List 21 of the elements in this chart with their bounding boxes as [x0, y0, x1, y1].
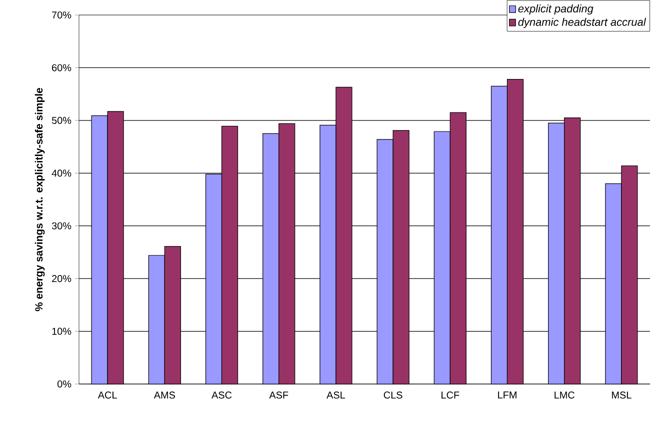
- x-tick-label: LMC: [554, 392, 574, 399]
- x-tick-label: CLS: [384, 392, 402, 399]
- y-tick-label: 40%: [52, 170, 72, 177]
- y-tick-label: 10%: [52, 328, 72, 335]
- x-tick-label: AMS: [154, 392, 175, 399]
- x-tick-label: ASC: [212, 392, 232, 399]
- x-tick-label: LCF: [442, 392, 460, 399]
- x-tick-label: ASL: [326, 392, 346, 399]
- y-tick-label: 70%: [52, 11, 72, 19]
- y-axis-title: % energy savings w.r.t. explicitly-safe simple: [34, 88, 45, 312]
- legend-label: explicit padding: [518, 4, 594, 15]
- x-tick-label: ACL: [98, 392, 117, 399]
- x-tick-label: MSL: [612, 392, 632, 399]
- y-tick-label: 60%: [52, 64, 72, 72]
- y-tick-label: 30%: [52, 222, 72, 230]
- legend-label: dynamic headstart accrual: [518, 18, 646, 28]
- x-tick-label: LFM: [498, 392, 516, 398]
- y-tick-label: 0%: [57, 380, 72, 388]
- y-tick-label: 20%: [52, 275, 72, 282]
- x-tick-label: ASF: [269, 392, 288, 399]
- y-tick-label: 50%: [52, 116, 72, 124]
